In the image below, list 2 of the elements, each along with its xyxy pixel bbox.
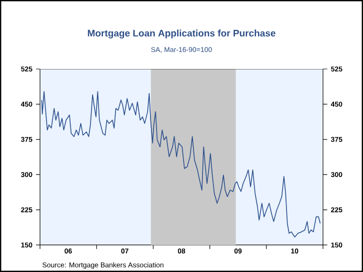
- line-series: [41, 91, 321, 238]
- chart-title: Mortgage Loan Applications for Purchase: [88, 30, 276, 38]
